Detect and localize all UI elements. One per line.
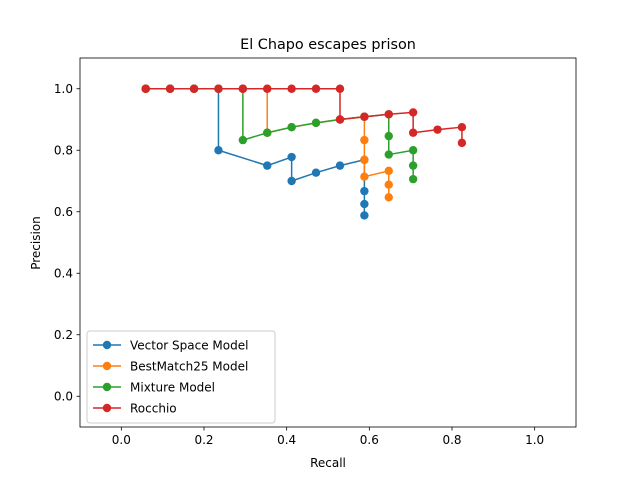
y-axis-label: Precision [29, 216, 43, 270]
data-point [433, 125, 442, 134]
series-line [145, 88, 390, 198]
data-point [238, 84, 248, 93]
data-point [408, 174, 418, 184]
data-point [189, 84, 199, 93]
data-point [287, 84, 296, 93]
legend-label: Vector Space Model [130, 338, 248, 352]
data-point [311, 84, 321, 93]
data-point [384, 150, 393, 159]
data-point [287, 176, 296, 186]
data-point [311, 118, 321, 128]
data-point [335, 115, 345, 124]
data-point [263, 128, 272, 137]
chart-title: El Chapo escapes prison [240, 37, 416, 53]
data-point [360, 199, 369, 209]
data-point [360, 135, 369, 145]
data-point [335, 161, 345, 170]
y-tick-label: 0.4 [54, 267, 73, 281]
x-axis-label: Recall [310, 456, 346, 470]
series-vector-space-model [141, 84, 369, 220]
x-tick-label: 0.6 [360, 433, 379, 447]
x-tick-label: 0.8 [442, 433, 461, 447]
legend-marker [102, 361, 112, 371]
data-point [263, 161, 272, 170]
data-point [360, 155, 369, 164]
legend-marker [102, 382, 112, 392]
y-tick-label: 0.0 [54, 390, 73, 404]
data-point [263, 84, 272, 93]
y-tick-label: 1.0 [54, 82, 73, 96]
data-point [287, 152, 296, 162]
legend: Vector Space Model BestMatch25 Model Mixtu… [86, 330, 276, 424]
y-tick-label: 0.8 [54, 144, 73, 158]
legend-label: Mixture Model [130, 380, 215, 394]
series-line [145, 88, 414, 180]
data-point [214, 84, 223, 93]
data-point [360, 172, 369, 181]
data-point [238, 135, 248, 145]
legend-marker [102, 340, 112, 350]
series-mixture-model [141, 84, 418, 184]
data-point [408, 146, 418, 155]
data-point [408, 108, 418, 117]
data-point [335, 84, 345, 93]
legend-label: BestMatch25 Model [130, 359, 248, 373]
y-tick-label: 0.2 [54, 328, 73, 342]
series-bestmatch25-model [141, 84, 393, 202]
series-rocchio [141, 84, 467, 148]
legend-label: Rocchio [130, 401, 177, 415]
data-point [287, 122, 296, 132]
legend-marker [102, 403, 112, 413]
data-point [457, 122, 467, 132]
data-point [360, 186, 369, 196]
legend-box [86, 330, 276, 424]
x-tick-label: 0.2 [194, 433, 213, 447]
data-point [384, 180, 393, 189]
data-point [384, 193, 393, 202]
series-line [145, 88, 366, 216]
x-tick-label: 0.4 [277, 433, 296, 447]
data-point [384, 166, 393, 176]
data-point [384, 131, 393, 141]
data-point [214, 146, 223, 155]
x-tick-label: 0.0 [112, 433, 131, 447]
data-point [384, 110, 393, 119]
data-point [165, 84, 175, 93]
data-point [311, 168, 321, 177]
data-point [141, 84, 150, 93]
plot-frame [79, 57, 577, 428]
data-point [408, 128, 418, 137]
x-tick-label: 1.0 [525, 433, 544, 447]
data-point [457, 138, 467, 148]
data-point [360, 211, 369, 220]
data-point [360, 112, 369, 121]
y-tick-label: 0.6 [54, 205, 73, 219]
data-point [408, 161, 418, 170]
